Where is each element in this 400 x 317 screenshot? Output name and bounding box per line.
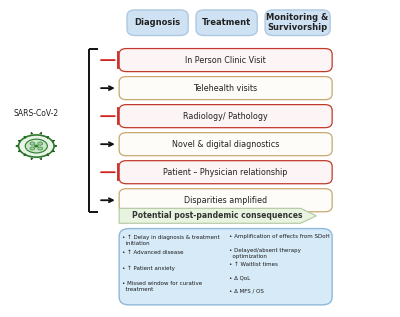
FancyBboxPatch shape [265, 10, 330, 36]
Ellipse shape [38, 147, 43, 150]
Text: Monitoring &
Survivorship: Monitoring & Survivorship [266, 13, 329, 32]
Text: Radiology/ Pathology: Radiology/ Pathology [183, 112, 268, 121]
Text: • Delayed/absent therapy
  optimization: • Delayed/absent therapy optimization [229, 248, 301, 259]
Text: Novel & digital diagnostics: Novel & digital diagnostics [172, 140, 279, 149]
Text: • ↑ Patient anxiety: • ↑ Patient anxiety [122, 265, 175, 271]
FancyBboxPatch shape [119, 105, 332, 128]
Text: • Δ QoL: • Δ QoL [229, 275, 250, 280]
FancyBboxPatch shape [119, 133, 332, 156]
Text: Patient – Physician relationship: Patient – Physician relationship [164, 168, 288, 177]
Text: • ↑ Delay in diagnosis & treatment
  initiation: • ↑ Delay in diagnosis & treatment initi… [122, 234, 220, 246]
Ellipse shape [18, 135, 54, 157]
Text: • ↑ Advanced disease: • ↑ Advanced disease [122, 250, 184, 255]
Text: • Δ MFS / OS: • Δ MFS / OS [229, 289, 264, 294]
Text: Telehealth visits: Telehealth visits [194, 84, 258, 93]
Ellipse shape [30, 142, 35, 145]
FancyBboxPatch shape [119, 161, 332, 184]
FancyBboxPatch shape [127, 10, 188, 36]
Text: • Missed window for curative
  treatment: • Missed window for curative treatment [122, 281, 202, 292]
Text: In Person Clinic Visit: In Person Clinic Visit [185, 55, 266, 65]
FancyBboxPatch shape [119, 77, 332, 100]
Text: • Amplification of effects from SDoH: • Amplification of effects from SDoH [229, 234, 330, 239]
FancyBboxPatch shape [196, 10, 257, 36]
Text: • ↑ Waitlist times: • ↑ Waitlist times [229, 262, 278, 267]
Text: Treatment: Treatment [202, 18, 251, 27]
FancyBboxPatch shape [119, 189, 332, 212]
Text: Potential post-pandemic consequences: Potential post-pandemic consequences [132, 211, 303, 220]
Ellipse shape [38, 142, 43, 145]
FancyArrow shape [119, 208, 316, 223]
Text: Diagnosis: Diagnosis [134, 18, 181, 27]
Ellipse shape [30, 147, 35, 150]
Ellipse shape [34, 145, 38, 147]
FancyBboxPatch shape [119, 229, 332, 305]
FancyBboxPatch shape [119, 49, 332, 72]
Text: SARS-CoV-2: SARS-CoV-2 [14, 109, 59, 118]
Ellipse shape [25, 139, 47, 153]
Text: Disparities amplified: Disparities amplified [184, 196, 267, 205]
